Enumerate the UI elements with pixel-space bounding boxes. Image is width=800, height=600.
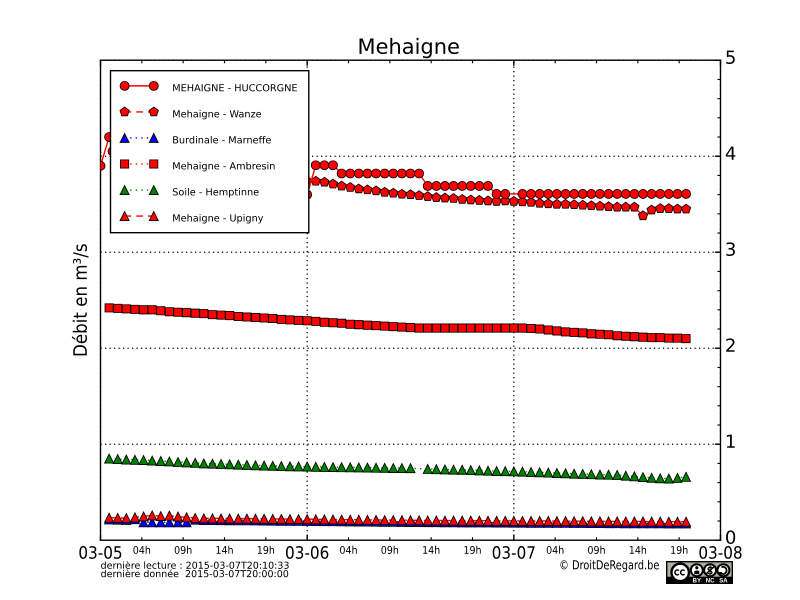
- svg-text:SA: SA: [719, 579, 728, 584]
- svg-text:NC: NC: [706, 579, 715, 584]
- svg-text:BY: BY: [693, 579, 701, 584]
